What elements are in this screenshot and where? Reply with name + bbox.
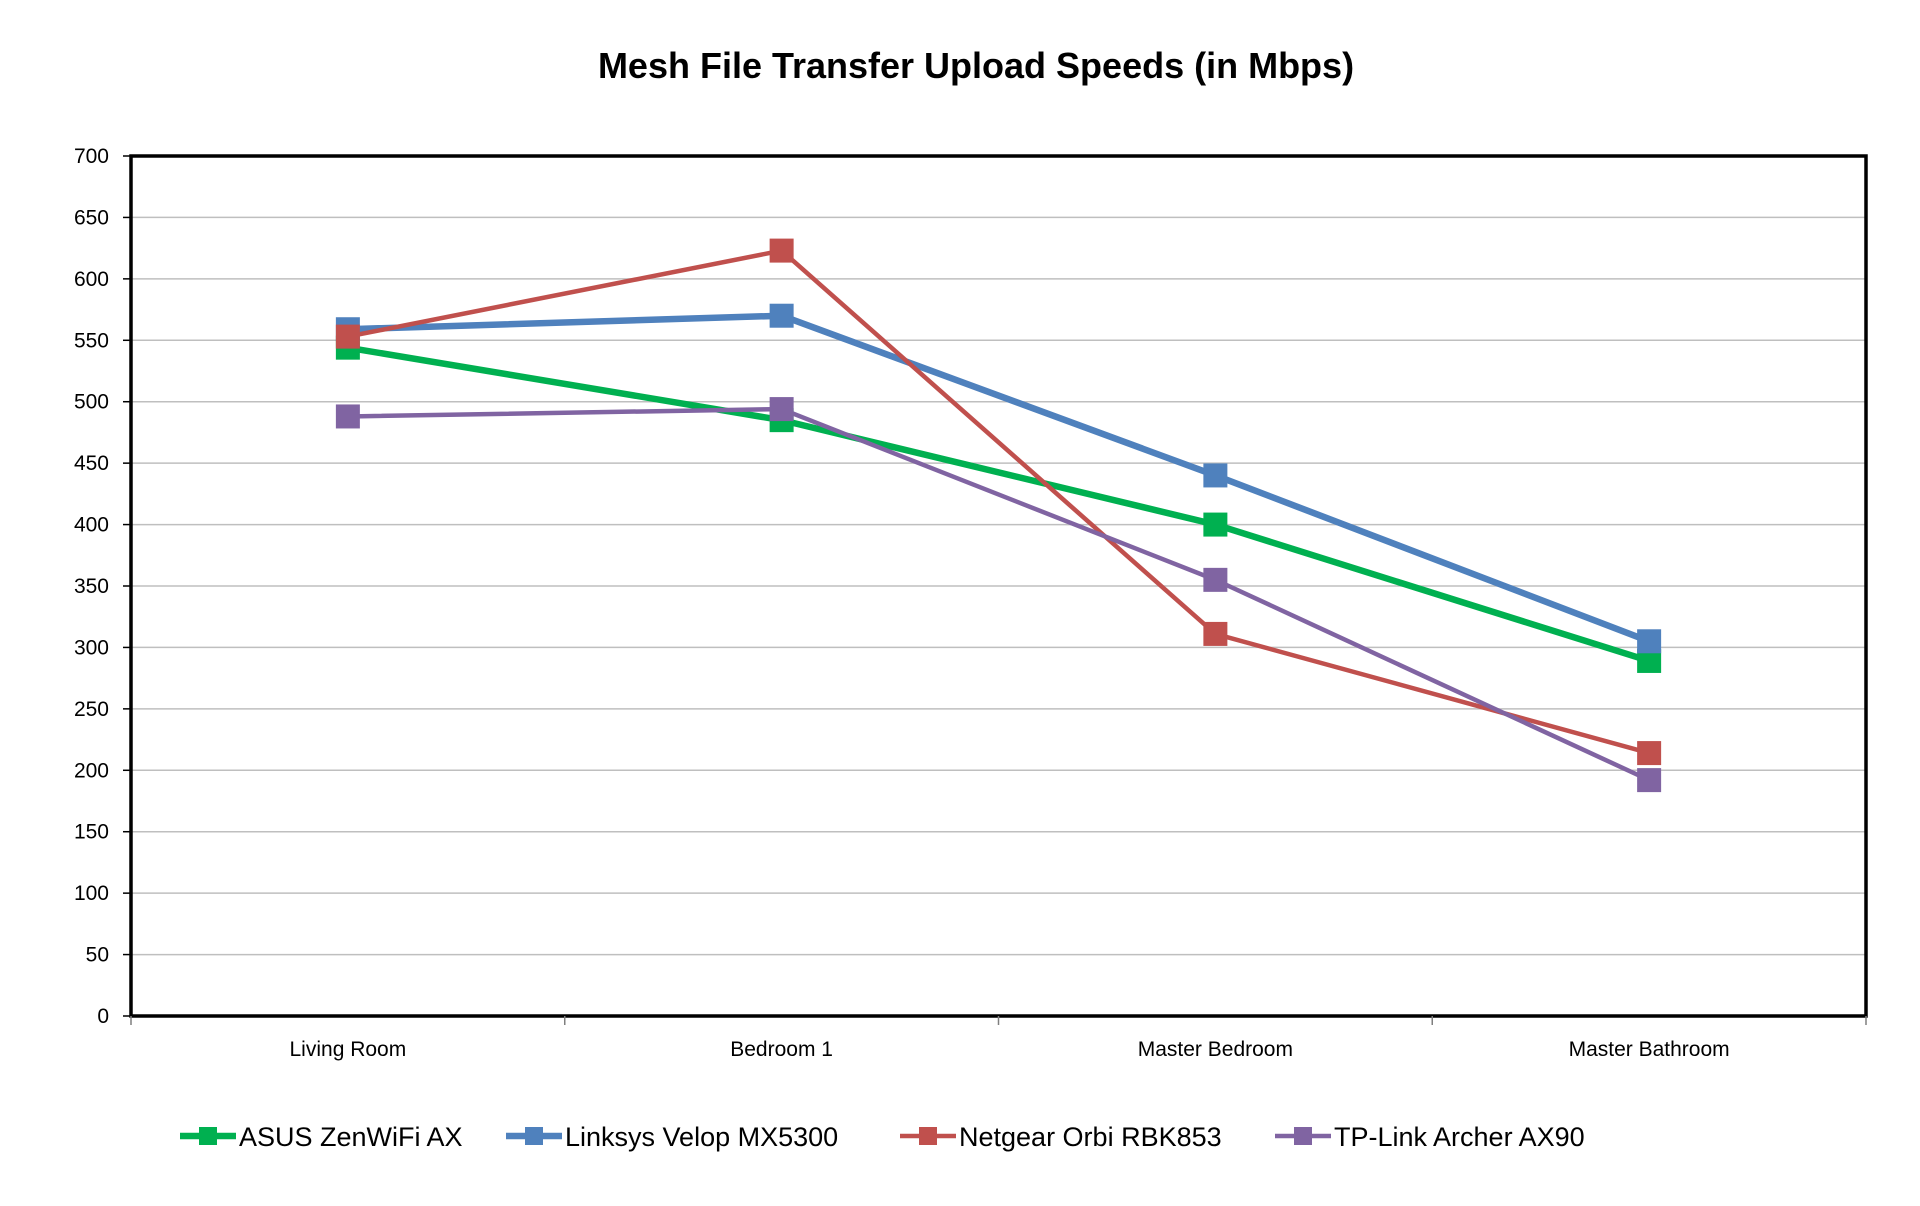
data-point-marker bbox=[1203, 621, 1228, 646]
legend-item: TP-Link Archer AX90 bbox=[1275, 1122, 1585, 1152]
y-tick-label: 450 bbox=[74, 452, 109, 475]
legend-swatch-marker bbox=[919, 1127, 937, 1145]
y-tick-label: 650 bbox=[74, 206, 109, 229]
y-tick-label: 100 bbox=[74, 882, 109, 905]
data-point-marker bbox=[769, 303, 794, 328]
data-point-marker bbox=[335, 324, 360, 349]
y-tick-label: 500 bbox=[74, 391, 109, 414]
y-tick-label: 700 bbox=[74, 145, 109, 168]
y-tick-label: 0 bbox=[97, 1005, 109, 1028]
y-tick-label: 300 bbox=[74, 636, 109, 659]
data-point-marker bbox=[769, 238, 794, 263]
x-tick-label: Master Bedroom bbox=[1138, 1038, 1293, 1061]
legend-item: ASUS ZenWiFi AX bbox=[180, 1122, 463, 1152]
legend: ASUS ZenWiFi AX Linksys Velop MX5300 Netge… bbox=[180, 1122, 1585, 1152]
data-point-marker bbox=[1637, 629, 1662, 654]
y-tick-label: 250 bbox=[74, 698, 109, 721]
series-1 bbox=[335, 335, 1662, 673]
series-layer bbox=[335, 238, 1662, 793]
legend-item: Linksys Velop MX5300 bbox=[506, 1122, 838, 1152]
series-line bbox=[347, 312, 1651, 645]
legend-swatch-marker bbox=[199, 1127, 217, 1145]
gridlines bbox=[131, 216, 1866, 956]
x-tick-label: Master Bathroom bbox=[1569, 1038, 1730, 1061]
data-point-marker bbox=[335, 404, 360, 429]
series-line bbox=[347, 344, 1651, 665]
legend-item: Netgear Orbi RBK853 bbox=[900, 1122, 1222, 1152]
legend-label: Linksys Velop MX5300 bbox=[565, 1122, 838, 1152]
y-tick-label: 200 bbox=[74, 759, 109, 782]
series-2 bbox=[335, 303, 1662, 654]
data-point-marker bbox=[1203, 567, 1228, 592]
legend-swatch-marker bbox=[1294, 1127, 1312, 1145]
data-point-marker bbox=[1637, 768, 1662, 793]
axes: 0 50 100 150 200 250 300 350 400 450 500 550 600 650 7… bbox=[74, 145, 1868, 1061]
series-line bbox=[347, 248, 1650, 756]
data-point-marker bbox=[1203, 512, 1228, 537]
data-point-marker bbox=[1203, 463, 1228, 488]
data-point-marker bbox=[769, 397, 794, 422]
y-tick-label: 50 bbox=[86, 944, 109, 967]
series-4 bbox=[335, 397, 1662, 793]
data-point-marker bbox=[1637, 741, 1662, 766]
y-tick-label: 400 bbox=[74, 514, 109, 537]
y-tick-label: 150 bbox=[74, 821, 109, 844]
chart-title: Mesh File Transfer Upload Speeds (in Mbp… bbox=[598, 45, 1354, 86]
legend-label: TP-Link Archer AX90 bbox=[1334, 1122, 1585, 1152]
legend-label: ASUS ZenWiFi AX bbox=[239, 1122, 463, 1152]
y-tick-label: 350 bbox=[74, 575, 109, 598]
y-tick-label: 600 bbox=[74, 268, 109, 291]
legend-label: Netgear Orbi RBK853 bbox=[959, 1122, 1222, 1152]
series-3 bbox=[335, 238, 1662, 766]
x-tick-label: Living Room bbox=[290, 1038, 407, 1061]
series-line bbox=[347, 406, 1651, 783]
y-tick-label: 550 bbox=[74, 329, 109, 352]
legend-swatch-marker bbox=[525, 1127, 543, 1145]
x-tick-label: Bedroom 1 bbox=[730, 1038, 833, 1061]
